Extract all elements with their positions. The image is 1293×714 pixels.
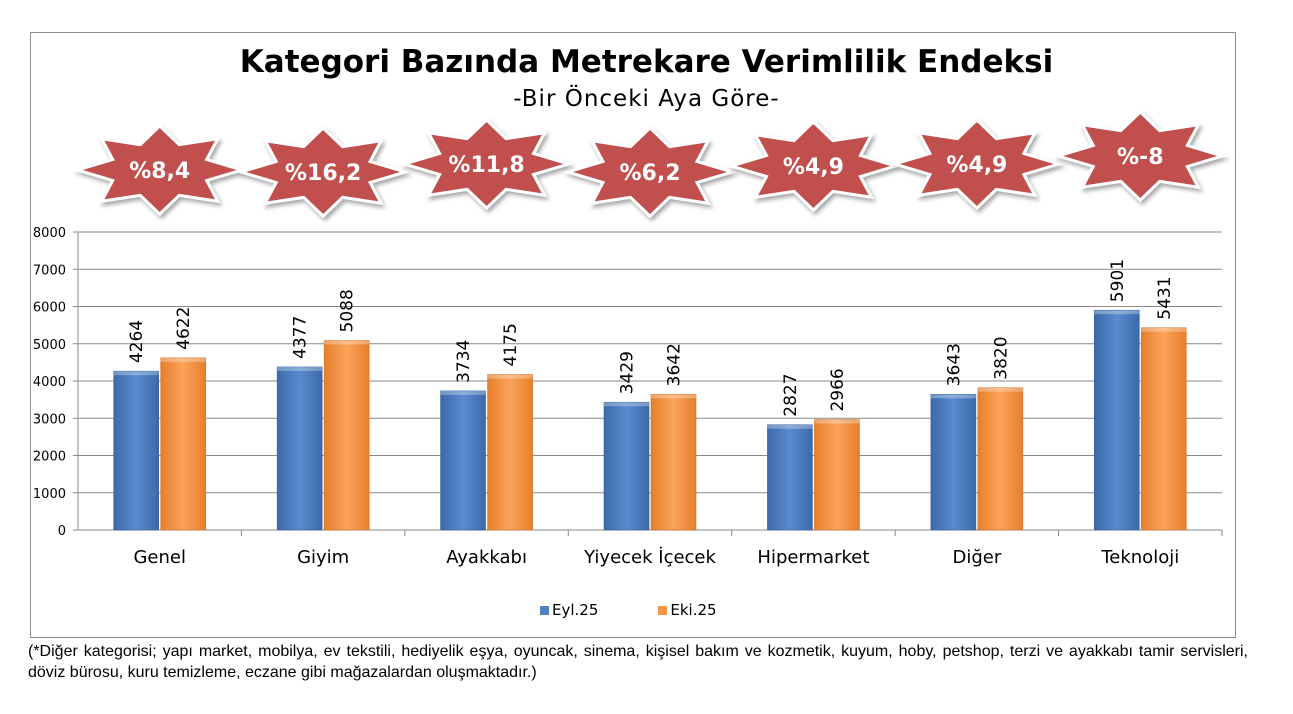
- legend-item-eyl: Eyl.25: [540, 601, 598, 619]
- bar-highlight: [113, 371, 159, 376]
- data-label: 3820: [991, 336, 1011, 379]
- legend-swatch: [540, 605, 549, 615]
- bar-eyl: [603, 401, 650, 531]
- x-tick-label: Yiyecek İçecek: [583, 547, 716, 568]
- bar-eki: [977, 387, 1024, 531]
- bar-highlight: [487, 374, 533, 379]
- y-tick-label: 4000: [33, 375, 66, 390]
- bar-eki: [160, 357, 207, 531]
- bar-highlight: [651, 394, 696, 399]
- bar-eki: [323, 340, 370, 531]
- change-badge: [399, 117, 574, 211]
- change-badge-label: %4,9: [946, 153, 1007, 178]
- change-badge-label: %16,2: [285, 161, 361, 186]
- data-label: 5088: [338, 289, 358, 332]
- data-label: 4622: [174, 307, 194, 350]
- legend-swatch: [658, 605, 668, 615]
- change-badge: [235, 125, 411, 219]
- footnote: (*Diğer kategorisi; yapı market, mobilya…: [28, 643, 1248, 681]
- data-label: 4264: [127, 320, 147, 363]
- data-label: 3643: [944, 343, 964, 386]
- bar-eyl: [767, 424, 813, 531]
- y-tick-label: 3000: [33, 412, 66, 427]
- bar-eyl: [1093, 309, 1140, 531]
- y-tick-label: 5000: [33, 338, 66, 353]
- data-label: 5431: [1155, 276, 1175, 319]
- y-tick-label: 6000: [33, 301, 66, 316]
- legend-label: Eyl.25: [552, 601, 599, 619]
- change-badge-label: %6,2: [619, 161, 680, 186]
- bar-eyl: [930, 393, 977, 531]
- change-badge-label: %-8: [1117, 145, 1163, 170]
- bar-eki: [1140, 327, 1187, 531]
- x-tick-label: Teknoloji: [1100, 547, 1179, 568]
- chart-subtitle: -Bir Önceki Aya Göre-: [513, 86, 780, 112]
- bar-highlight: [324, 340, 370, 345]
- data-label: 3734: [454, 340, 474, 383]
- change-badge: [726, 119, 901, 213]
- x-tick-label: Genel: [133, 547, 186, 568]
- bar-highlight: [930, 394, 976, 399]
- x-tick-label: Diğer: [952, 547, 1001, 568]
- bar-highlight: [814, 419, 860, 424]
- legend: Eyl.25 Eki.25: [540, 601, 717, 619]
- data-label: 5901: [1108, 259, 1128, 302]
- bar-eki: [814, 419, 860, 531]
- change-badge-label: %4,9: [783, 155, 844, 180]
- change-badge-label: %11,8: [448, 153, 524, 178]
- bar-eyl: [276, 366, 323, 531]
- bar-highlight: [160, 357, 206, 362]
- legend-label: Eki.25: [670, 601, 717, 619]
- bar-eyl: [440, 390, 486, 531]
- change-badge: [72, 123, 247, 217]
- bar-highlight: [767, 424, 813, 429]
- bar-highlight: [604, 402, 649, 407]
- x-tick-label: Ayakkabı: [446, 547, 527, 568]
- change-badge: [889, 117, 1065, 211]
- bar-eki: [650, 394, 697, 531]
- data-label: 2827: [781, 373, 801, 416]
- change-badge: [1053, 109, 1228, 203]
- bar-highlight: [977, 387, 1023, 392]
- y-tick-label: 8000: [33, 226, 66, 241]
- data-label: 4377: [291, 316, 311, 359]
- x-tick-label: Hipermarket: [757, 547, 869, 568]
- legend-item-eki: Eki.25: [658, 601, 717, 619]
- data-label: 4175: [501, 323, 521, 366]
- bar-highlight: [277, 366, 323, 371]
- chart-frame: [30, 32, 1236, 638]
- bar-eki: [487, 374, 533, 531]
- bar-highlight: [1141, 327, 1187, 332]
- bar-eyl: [113, 370, 160, 531]
- data-label: 3642: [665, 343, 685, 386]
- x-tick-label: Giyim: [297, 547, 349, 568]
- data-label: 3429: [618, 351, 638, 394]
- y-tick-label: 7000: [33, 263, 66, 278]
- chart-title: Kategori Bazında Metrekare Verimlilik En…: [239, 44, 1054, 80]
- bar-highlight: [1094, 310, 1140, 315]
- bar-highlight: [440, 390, 486, 395]
- data-label: 2966: [828, 368, 848, 411]
- change-badge-label: %8,4: [129, 159, 190, 184]
- y-tick-label: 0: [58, 524, 66, 539]
- y-tick-label: 2000: [33, 450, 66, 465]
- change-badge: [562, 125, 738, 219]
- y-tick-label: 1000: [33, 487, 66, 502]
